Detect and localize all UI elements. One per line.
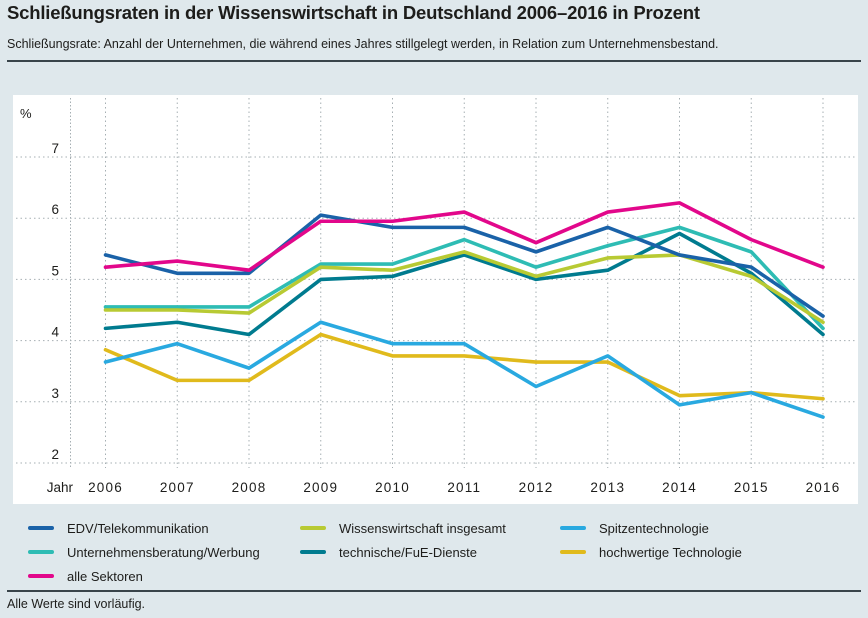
y-tick-label-5: 5 — [51, 263, 59, 278]
x-tick-label-2012: 2012 — [519, 480, 554, 495]
y-tick-label-6: 6 — [51, 202, 59, 217]
series-line-wissenswirtschaft-insgesamt — [103, 250, 825, 325]
legend-item-technische-fue-dienste: technische/FuE-Dienste — [300, 545, 560, 560]
legend-item-unternehmensberatung-werbung: Unternehmensberatung/Werbung — [28, 545, 300, 560]
y-tick-label-3: 3 — [51, 386, 59, 401]
legend-label: EDV/Telekommunikation — [67, 520, 209, 536]
legend-swatch-icon — [300, 526, 326, 530]
legend-item-alle-sektoren: alle Sektoren — [28, 569, 300, 584]
legend-swatch-icon — [560, 526, 586, 530]
legend-label: hochwertige Technologie — [599, 544, 742, 560]
legend-item-edv-telekommunikation: EDV/Telekommunikation — [28, 521, 300, 536]
x-tick-label-2013: 2013 — [590, 480, 625, 495]
legend-swatch-icon — [300, 550, 326, 554]
top-divider — [7, 60, 861, 62]
x-tick-label-2007: 2007 — [160, 480, 195, 495]
bottom-divider — [7, 590, 861, 592]
x-tick-label-2009: 2009 — [303, 480, 338, 495]
y-tick-label-7: 7 — [51, 141, 59, 156]
line-chart: 7 6 5 4 3 2 2006 2007 2008 2009 2010 2011 2012 2013 20… — [16, 98, 855, 495]
chart-legend: EDV/Telekommunikation Wissenswirtschaft i… — [28, 516, 860, 588]
footnote: Alle Werte sind vorläufig. — [7, 597, 146, 611]
series-line-spitzentechnologie — [103, 320, 825, 419]
legend-item-hochwertige-technologie: hochwertige Technologie — [560, 545, 860, 560]
legend-swatch-icon — [28, 526, 54, 530]
legend-label: Unternehmensberatung/Werbung — [67, 544, 260, 560]
legend-label: Spitzentechnologie — [599, 520, 709, 536]
y-tick-label-2: 2 — [51, 447, 59, 462]
legend-swatch-icon — [28, 550, 54, 554]
series-line-technische-fue-dienste — [103, 231, 825, 337]
legend-label: technische/FuE-Dienste — [339, 544, 478, 560]
legend-label: Wissenswirtschaft insgesamt — [339, 520, 506, 536]
x-tick-label-2016: 2016 — [806, 480, 841, 495]
x-tick-label-2014: 2014 — [662, 480, 697, 495]
series-line-unternehmensberatung-werbung — [103, 225, 825, 331]
legend-swatch-icon — [28, 574, 54, 578]
series-line-edv-telekommunikation — [103, 213, 825, 318]
series-line-alle-sektoren — [103, 201, 825, 273]
chart-plot-panel — [13, 95, 858, 504]
x-tick-label-2006: 2006 — [88, 480, 123, 495]
legend-swatch-icon — [560, 550, 586, 554]
y-tick-label-4: 4 — [51, 325, 59, 340]
x-tick-label-2011: 2011 — [447, 480, 481, 495]
legend-item-spitzentechnologie: Spitzentechnologie — [560, 521, 860, 536]
x-tick-label-2008: 2008 — [232, 480, 267, 495]
chart-subtitle: Schließungsrate: Anzahl der Unternehmen,… — [7, 37, 719, 51]
series-line-hochwertige-technologie — [103, 332, 825, 401]
legend-label: alle Sektoren — [67, 568, 143, 584]
page-title: Schließungsraten in der Wissenswirtschaf… — [7, 2, 700, 23]
x-tick-label-2015: 2015 — [734, 480, 769, 495]
unit-label: % — [20, 106, 32, 121]
legend-item-wissenswirtschaft-insgesamt: Wissenswirtschaft insgesamt — [300, 521, 560, 536]
x-tick-label-2010: 2010 — [375, 480, 410, 495]
x-axis-label: Jahr — [47, 480, 74, 495]
